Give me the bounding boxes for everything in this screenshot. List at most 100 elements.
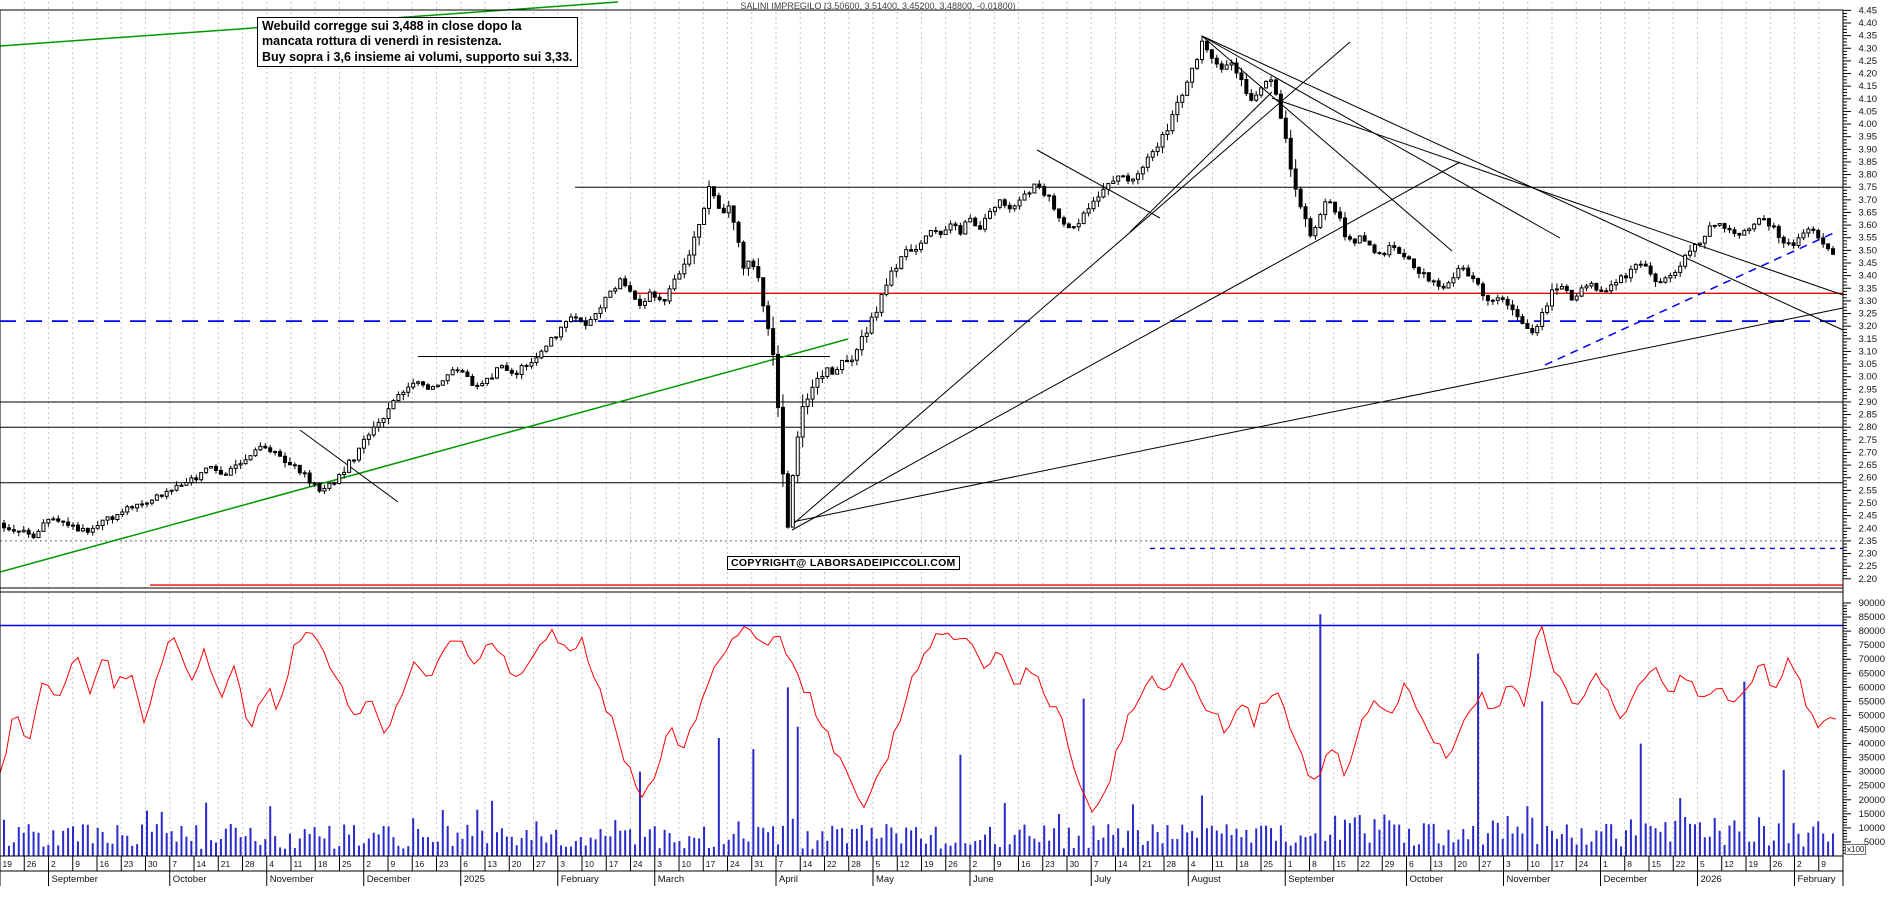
svg-text:26: 26 bbox=[1773, 859, 1783, 869]
svg-text:4: 4 bbox=[1191, 859, 1196, 869]
svg-text:3.40: 3.40 bbox=[1859, 271, 1878, 282]
svg-text:19: 19 bbox=[3, 859, 13, 869]
svg-text:3.55: 3.55 bbox=[1859, 233, 1878, 244]
svg-text:50000: 50000 bbox=[1859, 710, 1885, 721]
svg-text:4.05: 4.05 bbox=[1859, 106, 1878, 117]
svg-text:May: May bbox=[876, 874, 894, 885]
svg-text:2: 2 bbox=[366, 859, 371, 869]
svg-text:August: August bbox=[1191, 874, 1221, 885]
svg-text:25000: 25000 bbox=[1859, 781, 1885, 792]
svg-text:2.30: 2.30 bbox=[1859, 549, 1878, 560]
svg-text:7: 7 bbox=[779, 859, 784, 869]
svg-text:2.35: 2.35 bbox=[1859, 536, 1878, 547]
copyright-watermark: COPYRIGHT@ LABORSADEIPICCOLI.COM bbox=[727, 556, 960, 570]
svg-text:10: 10 bbox=[1530, 859, 1540, 869]
svg-text:75000: 75000 bbox=[1859, 640, 1885, 651]
svg-text:55000: 55000 bbox=[1859, 696, 1885, 707]
svg-text:27: 27 bbox=[1482, 859, 1492, 869]
svg-text:2.65: 2.65 bbox=[1859, 460, 1878, 471]
svg-text:10: 10 bbox=[585, 859, 595, 869]
svg-text:20000: 20000 bbox=[1859, 795, 1885, 806]
svg-text:4.20: 4.20 bbox=[1859, 69, 1878, 80]
svg-text:3.30: 3.30 bbox=[1859, 296, 1878, 307]
svg-text:1: 1 bbox=[1603, 859, 1608, 869]
svg-text:February: February bbox=[1798, 874, 1836, 885]
svg-text:10000: 10000 bbox=[1859, 823, 1885, 834]
svg-text:9: 9 bbox=[997, 859, 1002, 869]
svg-text:2.80: 2.80 bbox=[1859, 422, 1878, 433]
svg-text:27: 27 bbox=[536, 859, 546, 869]
svg-text:February: February bbox=[561, 874, 599, 885]
svg-text:4.30: 4.30 bbox=[1859, 43, 1878, 54]
svg-text:80000: 80000 bbox=[1859, 626, 1885, 637]
svg-text:November: November bbox=[1507, 874, 1551, 885]
weekly-gridlines bbox=[23, 2, 1820, 856]
annotation-line-1: Webuild corregge sui 3,488 in close dopo… bbox=[262, 19, 522, 33]
svg-text:3.90: 3.90 bbox=[1859, 144, 1878, 155]
svg-text:3.15: 3.15 bbox=[1859, 334, 1878, 345]
svg-text:28: 28 bbox=[245, 859, 255, 869]
svg-text:25: 25 bbox=[342, 859, 352, 869]
svg-text:28: 28 bbox=[851, 859, 861, 869]
svg-text:2.55: 2.55 bbox=[1859, 485, 1878, 496]
svg-text:24: 24 bbox=[633, 859, 643, 869]
svg-text:7: 7 bbox=[172, 859, 177, 869]
svg-text:4.40: 4.40 bbox=[1859, 18, 1878, 29]
svg-text:8: 8 bbox=[1312, 859, 1317, 869]
svg-text:23: 23 bbox=[124, 859, 134, 869]
svg-text:3.60: 3.60 bbox=[1859, 220, 1878, 231]
svg-text:24: 24 bbox=[730, 859, 740, 869]
svg-text:21: 21 bbox=[221, 859, 231, 869]
svg-text:2.75: 2.75 bbox=[1859, 435, 1878, 446]
svg-text:60000: 60000 bbox=[1859, 682, 1885, 693]
svg-text:3.35: 3.35 bbox=[1859, 283, 1878, 294]
svg-text:3.20: 3.20 bbox=[1859, 321, 1878, 332]
svg-text:12: 12 bbox=[1724, 859, 1734, 869]
svg-text:4.25: 4.25 bbox=[1859, 56, 1878, 67]
svg-text:65000: 65000 bbox=[1859, 668, 1885, 679]
svg-text:70000: 70000 bbox=[1859, 654, 1885, 665]
svg-text:15: 15 bbox=[1336, 859, 1346, 869]
svg-text:17: 17 bbox=[609, 859, 619, 869]
svg-text:October: October bbox=[1410, 874, 1444, 885]
svg-text:6: 6 bbox=[1409, 859, 1414, 869]
svg-text:4.00: 4.00 bbox=[1859, 119, 1878, 130]
svg-text:30: 30 bbox=[1070, 859, 1080, 869]
svg-text:3.45: 3.45 bbox=[1859, 258, 1878, 269]
svg-text:December: December bbox=[367, 874, 411, 885]
svg-text:June: June bbox=[973, 874, 994, 885]
svg-text:9: 9 bbox=[391, 859, 396, 869]
svg-text:30000: 30000 bbox=[1859, 767, 1885, 778]
svg-text:October: October bbox=[173, 874, 207, 885]
svg-text:15: 15 bbox=[1652, 859, 1662, 869]
svg-text:4: 4 bbox=[269, 859, 274, 869]
svg-text:14: 14 bbox=[803, 859, 813, 869]
svg-text:17: 17 bbox=[1555, 859, 1565, 869]
svg-text:9: 9 bbox=[1821, 859, 1826, 869]
svg-text:2.70: 2.70 bbox=[1859, 447, 1878, 458]
svg-text:20: 20 bbox=[1458, 859, 1468, 869]
svg-text:18: 18 bbox=[1239, 859, 1249, 869]
svg-text:26: 26 bbox=[27, 859, 37, 869]
svg-text:2026: 2026 bbox=[1701, 874, 1722, 885]
chart-title: SALINI IMPREGILO (3.50600, 3.51400, 3.45… bbox=[740, 1, 1016, 11]
svg-text:2: 2 bbox=[1797, 859, 1802, 869]
svg-text:3.75: 3.75 bbox=[1859, 182, 1878, 193]
svg-text:3.70: 3.70 bbox=[1859, 195, 1878, 206]
svg-text:March: March bbox=[658, 874, 684, 885]
svg-text:17: 17 bbox=[706, 859, 716, 869]
svg-text:30: 30 bbox=[148, 859, 158, 869]
svg-text:2.45: 2.45 bbox=[1859, 511, 1878, 522]
svg-text:8: 8 bbox=[1627, 859, 1632, 869]
svg-text:29: 29 bbox=[1385, 859, 1395, 869]
svg-text:3.50: 3.50 bbox=[1859, 245, 1878, 256]
svg-text:31: 31 bbox=[754, 859, 764, 869]
svg-text:2.20: 2.20 bbox=[1859, 574, 1878, 585]
oscillator-line bbox=[0, 624, 1837, 813]
svg-text:14: 14 bbox=[197, 859, 207, 869]
svg-text:23: 23 bbox=[439, 859, 449, 869]
volume-axis: 5000 10000 15000 20000 25000 30000 35000 40000 4… bbox=[1843, 598, 1885, 854]
